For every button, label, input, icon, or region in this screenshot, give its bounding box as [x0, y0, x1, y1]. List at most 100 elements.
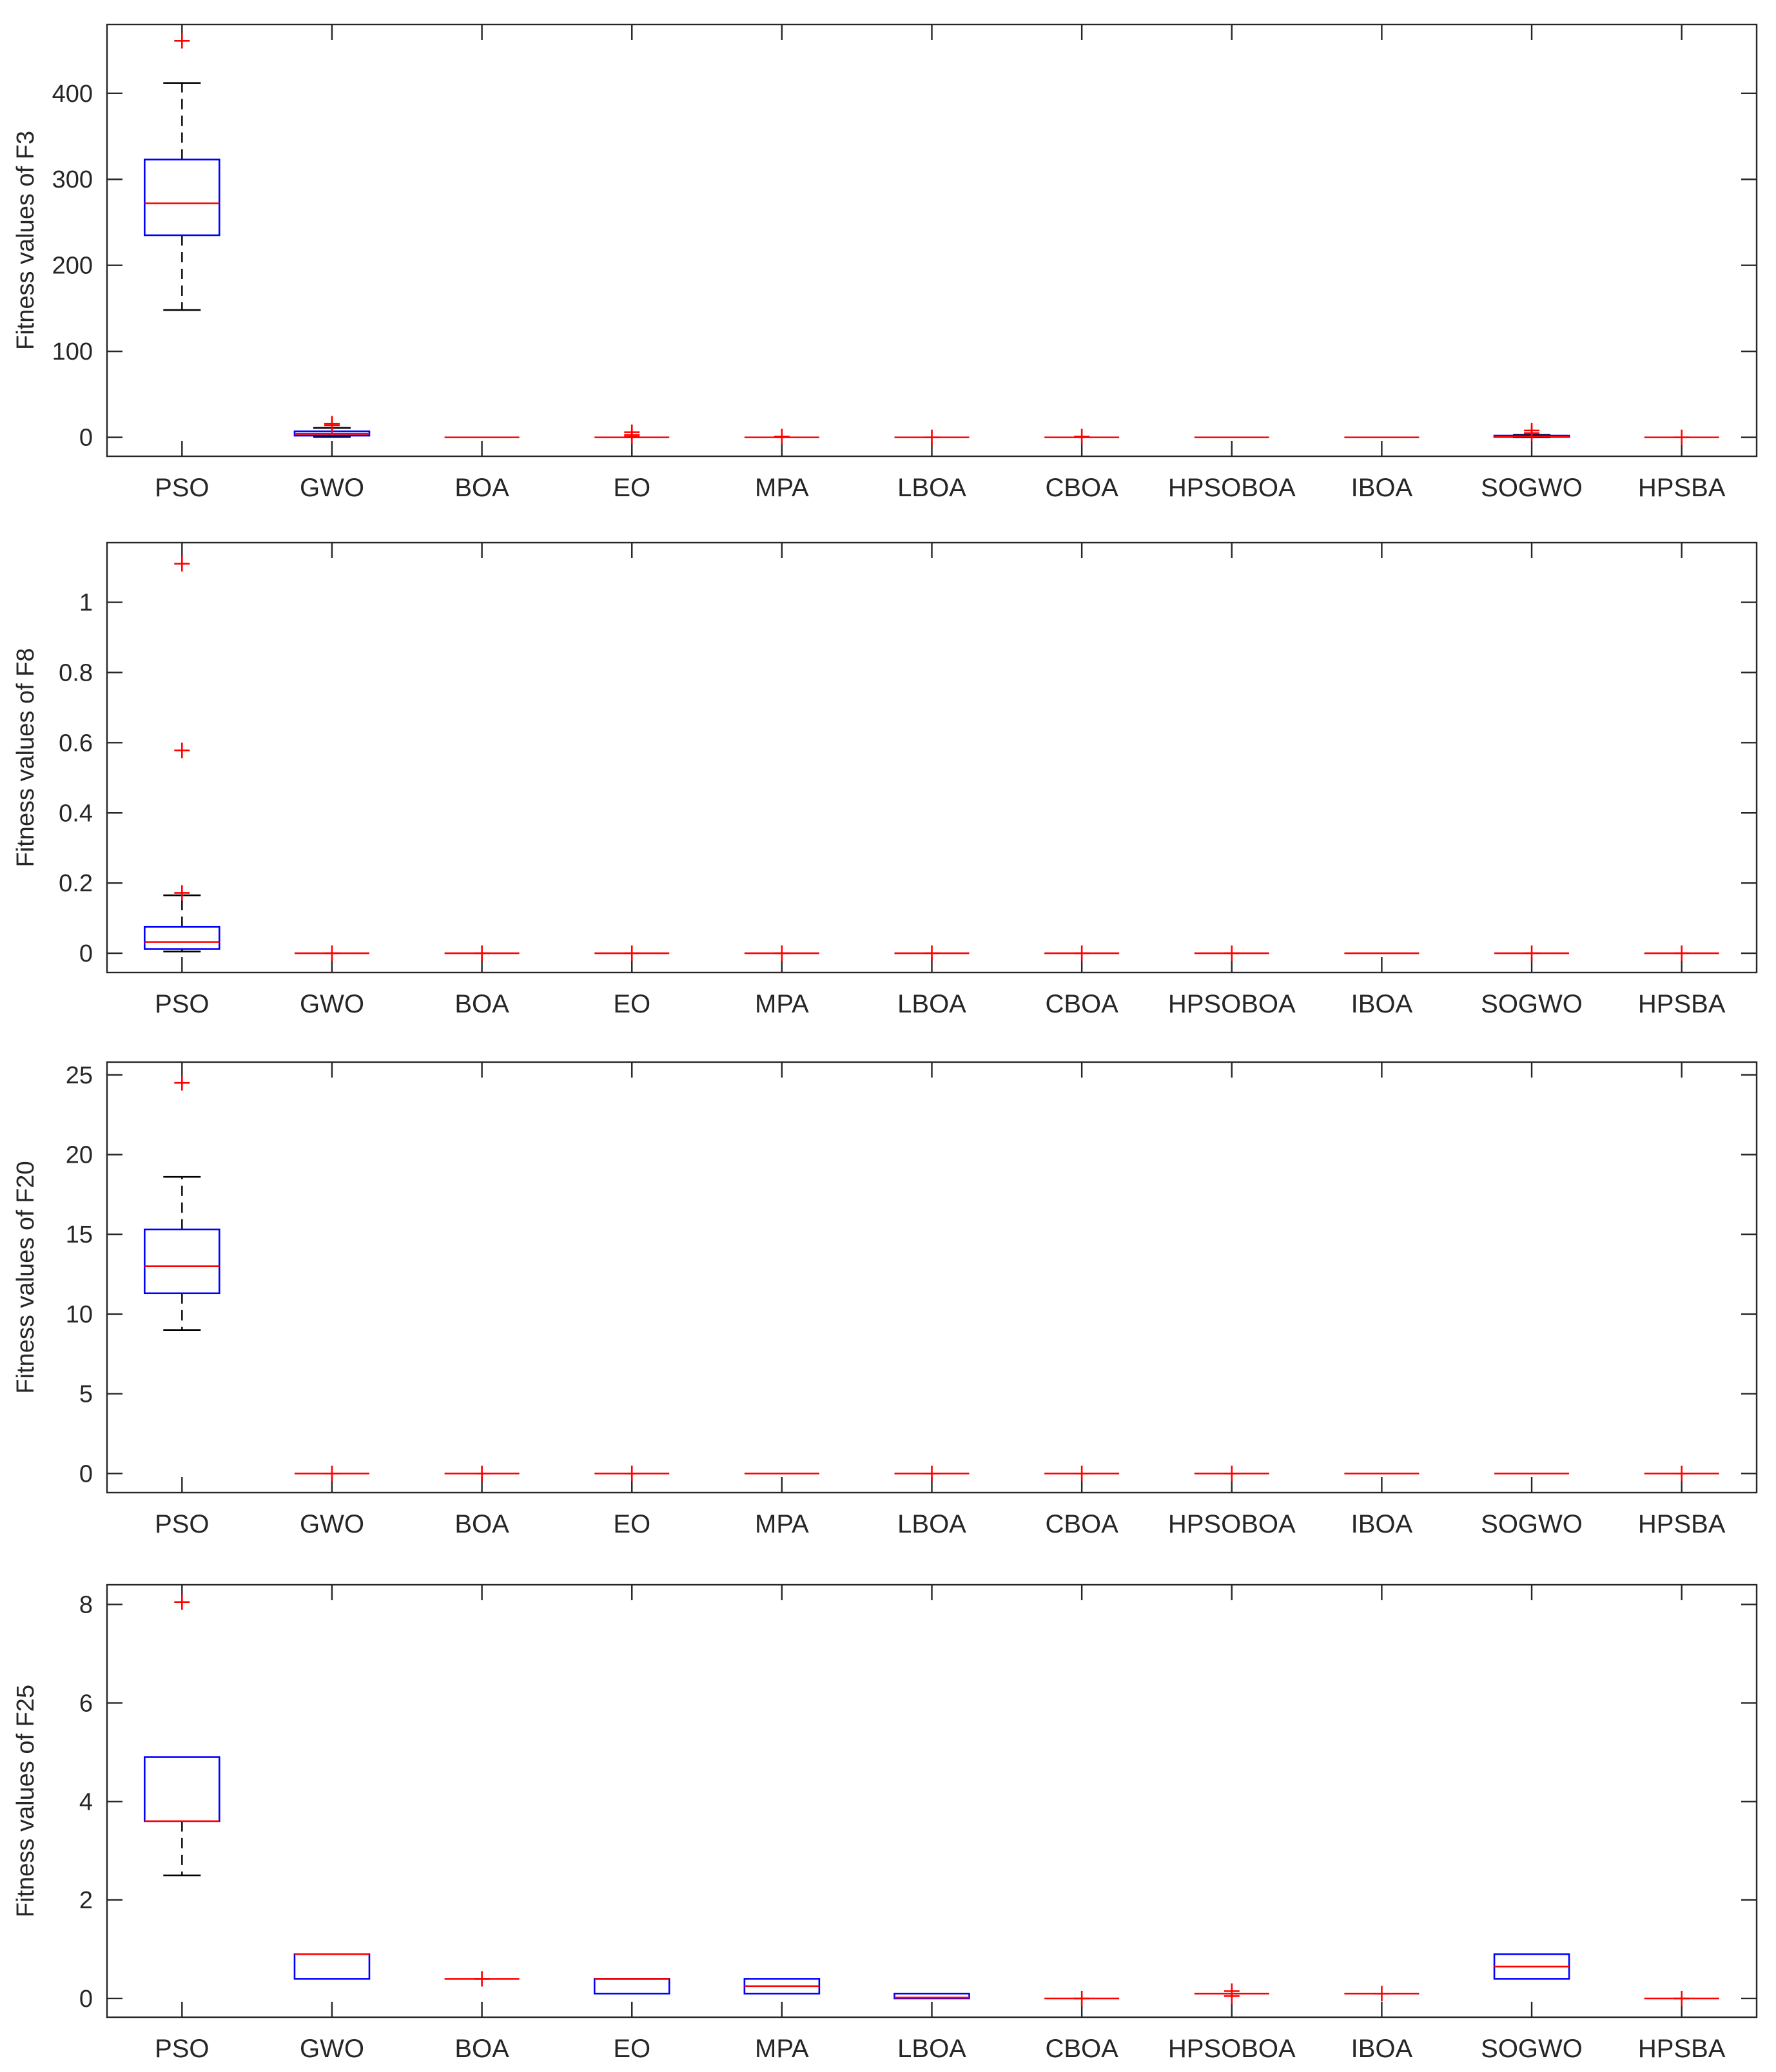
xtick-label-sogwo: SOGWO [1481, 990, 1583, 1018]
xtick-label-hpsoboa: HPSOBOA [1168, 1510, 1296, 1538]
box-iboa [1344, 1986, 1420, 2002]
ytick-label: 400 [52, 81, 93, 108]
box-pso [144, 556, 220, 953]
xtick-label-pso: PSO [155, 1510, 209, 1538]
box-gwo [294, 945, 369, 962]
iqr-box [293, 1953, 371, 1980]
ytick-label: 300 [52, 166, 93, 193]
box-eo [594, 424, 670, 445]
outlier-marker [1374, 1986, 1390, 2002]
box-lboa [894, 429, 970, 445]
box-mpa [744, 429, 819, 445]
xtick-label-eo: EO [613, 474, 650, 502]
outlier-marker [1674, 429, 1690, 445]
ytick-label: 2 [79, 1887, 93, 1914]
xtick-label-hpsba: HPSBA [1638, 2035, 1726, 2063]
iqr-box [144, 1228, 220, 1295]
xtick-label-lboa: LBOA [897, 990, 966, 1018]
axes-frame [106, 1583, 1758, 2019]
ytick-label: 1 [79, 590, 93, 617]
y-axis-label: Fitness values of F8 [12, 648, 39, 867]
box-boa [444, 1466, 520, 1482]
outlier-marker [474, 945, 490, 962]
outlier-marker [774, 429, 790, 445]
ytick-label: 0.8 [59, 659, 93, 686]
xtick-label-boa: BOA [454, 990, 509, 1018]
panel-3: 0 5 10 15 20 25 Fitness values of F20 PSO GWO BOA… [12, 1061, 1758, 1538]
outlier-marker [1074, 945, 1090, 962]
outlier-marker [474, 1466, 490, 1482]
box-sogwo [1494, 945, 1570, 962]
y-axis-label: Fitness values of F25 [12, 1685, 39, 1917]
box-lboa [893, 1993, 970, 2000]
ytick-label: 200 [52, 253, 93, 280]
axes-frame [106, 541, 1758, 974]
outlier-marker [1674, 1990, 1690, 2006]
iqr-box [893, 1993, 970, 2000]
box-eo [594, 1466, 670, 1482]
box-eo [593, 1978, 670, 1995]
outlier-marker [1074, 1990, 1090, 2006]
xtick-label-iboa: IBOA [1351, 1510, 1413, 1538]
xtick-label-iboa: IBOA [1351, 990, 1413, 1018]
outlier-marker [1674, 1466, 1690, 1482]
xtick-label-iboa: IBOA [1351, 2035, 1413, 2063]
xtick-label-boa: BOA [454, 2035, 509, 2063]
box-pso [144, 33, 220, 311]
outlier-marker [924, 429, 940, 445]
xtick-label-gwo: GWO [300, 990, 364, 1018]
box-cboa [1044, 1466, 1120, 1482]
xtick-label-gwo: GWO [300, 2035, 364, 2063]
iqr-box [593, 1978, 670, 1995]
outlier-marker [174, 1594, 190, 1610]
panel-4: 0 2 4 6 8 Fitness values of F25 PSO GWO BOA EO MPA… [12, 1583, 1758, 2063]
iqr-box [144, 159, 220, 237]
ytick-label: 5 [79, 1381, 93, 1408]
box-sogwo [1493, 422, 1570, 441]
xtick-label-iboa: IBOA [1351, 474, 1413, 502]
panel-2: 0 0.2 0.4 0.6 0.8 1 Fitness values of F8 PSO GWO… [12, 541, 1758, 1018]
outlier-marker [174, 33, 190, 49]
xtick-label-lboa: LBOA [897, 474, 966, 502]
iqr-box [144, 925, 220, 950]
ytick-label: 15 [66, 1221, 93, 1248]
ytick-label: 8 [79, 1592, 93, 1619]
ytick-label: 0 [79, 425, 93, 452]
box-cboa [1044, 1990, 1120, 2006]
box-pso [144, 1594, 220, 1877]
xtick-label-pso: PSO [155, 2035, 209, 2063]
y-axis-label: Fitness values of F3 [12, 131, 39, 350]
xtick-label-boa: BOA [454, 474, 509, 502]
box-pso [144, 1075, 220, 1331]
outlier-marker [324, 945, 340, 962]
box-hpsba [1644, 1990, 1719, 2006]
ytick-label: 25 [66, 1062, 93, 1089]
outlier-marker [324, 1466, 340, 1482]
box-boa [444, 945, 520, 962]
outlier-marker [1524, 945, 1540, 962]
xtick-label-sogwo: SOGWO [1481, 1510, 1583, 1538]
xtick-label-hpsoboa: HPSOBOA [1168, 2035, 1296, 2063]
outlier-marker [174, 885, 190, 901]
outlier-marker [1674, 945, 1690, 962]
y-axis-label: Fitness values of F20 [12, 1161, 39, 1393]
outlier-marker [1074, 1466, 1090, 1482]
box-mpa [743, 1978, 821, 1995]
xtick-label-hpsoboa: HPSOBOA [1168, 474, 1296, 502]
ytick-label: 0.4 [59, 800, 93, 827]
outlier-marker [1074, 429, 1090, 445]
xtick-label-mpa: MPA [755, 2035, 809, 2063]
axes-frame [106, 1061, 1758, 1494]
xtick-label-lboa: LBOA [897, 2035, 966, 2063]
outlier-marker [474, 1971, 490, 1987]
box-hpsoboa [1194, 945, 1269, 962]
outlier-marker [624, 424, 640, 440]
ytick-label: 100 [52, 338, 93, 365]
ytick-label: 4 [79, 1788, 93, 1815]
ytick-label: 20 [66, 1141, 93, 1168]
box-hpsoboa [1194, 1466, 1269, 1482]
xtick-label-gwo: GWO [300, 474, 364, 502]
xtick-label-gwo: GWO [300, 1510, 364, 1538]
xtick-label-hpsba: HPSBA [1638, 474, 1726, 502]
xtick-label-sogwo: SOGWO [1481, 474, 1583, 502]
